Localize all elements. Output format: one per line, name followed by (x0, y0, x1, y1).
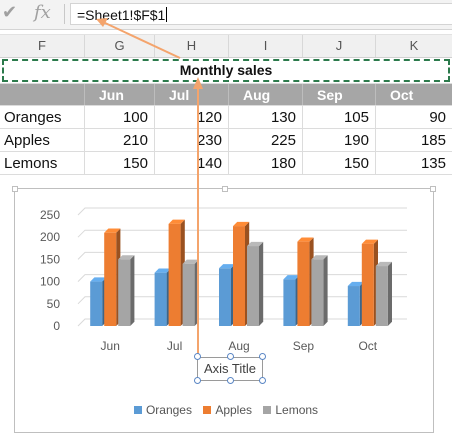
month-header-cell[interactable]: Jul (155, 84, 229, 105)
legend-swatch (203, 406, 212, 414)
value-cell[interactable]: 130 (229, 106, 303, 128)
legend-swatch (263, 406, 272, 414)
y-tick-label: 150 (40, 252, 60, 266)
column-header-k[interactable]: K (409, 38, 419, 53)
y-tick-label: 100 (40, 275, 60, 289)
legend-swatch (133, 406, 142, 414)
row-label-cell[interactable]: Lemons (0, 152, 85, 174)
row-label-cell[interactable]: Oranges (0, 106, 85, 128)
sheet-row-months: Jun Jul Aug Sep Oct (0, 84, 452, 106)
month-header-cell[interactable]: Oct (390, 87, 414, 103)
month-header-cell[interactable]: Jun (85, 84, 155, 105)
value-cell[interactable]: 210 (85, 129, 155, 151)
month-header-blank[interactable] (0, 84, 85, 105)
axis-title-handle[interactable] (227, 353, 234, 360)
y-tick-label: 250 (40, 208, 60, 222)
bar-oranges-sep[interactable] (283, 275, 300, 326)
value-cell[interactable]: 150 (303, 152, 376, 174)
value-cell[interactable]: 90 (429, 109, 446, 126)
bar-oranges-jun[interactable] (90, 277, 107, 326)
bar-lemons-jul[interactable] (182, 259, 199, 326)
value-cell[interactable]: 225 (229, 129, 303, 151)
x-tick-label: Jul (167, 339, 182, 353)
month-header-cell[interactable]: Aug (229, 84, 303, 105)
insert-function-icon[interactable]: fx (34, 2, 51, 23)
column-header-h[interactable]: H (155, 35, 229, 57)
bar-oranges-jul[interactable] (154, 268, 171, 326)
value-cell[interactable]: 185 (420, 132, 446, 149)
bar-oranges-oct[interactable] (347, 281, 364, 326)
y-tick-label: 50 (47, 297, 61, 311)
gridline (77, 229, 407, 238)
value-cell[interactable]: 135 (420, 155, 446, 172)
bar-lemons-oct[interactable] (375, 261, 392, 326)
value-cell[interactable]: 120 (155, 106, 229, 128)
value-cell[interactable]: 100 (85, 106, 155, 128)
bar-lemons-aug[interactable] (247, 241, 264, 326)
column-header-f[interactable]: F (0, 35, 85, 57)
row-label-cell[interactable]: Apples (0, 129, 85, 151)
bar-lemons-jun[interactable] (118, 255, 135, 326)
value-cell[interactable]: 150 (85, 152, 155, 174)
x-tick-label: Aug (228, 339, 249, 353)
axis-title-handle[interactable] (227, 377, 234, 384)
value-cell[interactable]: 105 (303, 106, 376, 128)
formula-bar-divider (64, 4, 65, 24)
axis-title-text: Axis Title (203, 361, 256, 376)
text-cursor (166, 7, 168, 22)
axis-title-handle[interactable] (259, 353, 266, 360)
table-row: Oranges 100 120 130 105 90 (0, 106, 452, 129)
value-cell[interactable]: 140 (155, 152, 229, 174)
annotation-arrows (96, 18, 203, 354)
legend-item: Oranges (133, 403, 192, 417)
formula-input[interactable]: =Sheet1!$F$1 (70, 3, 452, 25)
legend-item: Apples (203, 403, 252, 417)
arrow-head (96, 18, 108, 27)
bar-apples-aug[interactable] (233, 221, 250, 326)
y-tick-label: 0 (53, 319, 60, 333)
chart-legend[interactable]: Oranges Apples Lemons (0, 403, 452, 417)
bar-oranges-aug[interactable] (219, 264, 236, 326)
axis-title-handle[interactable] (259, 377, 266, 384)
formula-bar: ✔ fx =Sheet1!$F$1 (0, 0, 452, 30)
title-cell[interactable]: Monthly sales (2, 59, 450, 82)
arrow-line (102, 21, 181, 59)
legend-label: Apples (215, 403, 253, 417)
y-tick-label: 200 (40, 230, 60, 244)
x-tick-label: Sep (293, 339, 315, 353)
resize-handle[interactable] (222, 186, 228, 192)
column-header-j[interactable]: J (303, 35, 376, 57)
x-tick-label: Jun (101, 339, 120, 353)
legend-label: Lemons (275, 403, 319, 417)
bar-apples-sep[interactable] (297, 237, 314, 326)
table-row: Lemons 150 140 180 150 135 (0, 152, 452, 175)
arrow-head (193, 77, 203, 89)
bar-lemons-sep[interactable] (311, 255, 328, 326)
bar-apples-oct[interactable] (361, 239, 378, 326)
legend-label: Oranges (145, 403, 192, 417)
resize-handle[interactable] (430, 186, 436, 192)
axis-title-handle[interactable] (194, 353, 201, 360)
month-header-cell[interactable]: Sep (303, 84, 376, 105)
enter-check-icon[interactable]: ✔ (2, 2, 18, 22)
value-cell[interactable]: 190 (303, 129, 376, 151)
value-cell[interactable]: 230 (155, 129, 229, 151)
value-cell[interactable]: 180 (229, 152, 303, 174)
table-row: Apples 210 230 225 190 185 (0, 129, 452, 152)
axis-title-handle[interactable] (194, 377, 201, 384)
bar-apples-jul[interactable] (168, 219, 185, 326)
bar-apples-jun[interactable] (104, 228, 121, 326)
legend-item: Lemons (263, 403, 318, 417)
column-header-i[interactable]: I (229, 35, 303, 57)
sheet-row-title (0, 57, 452, 84)
column-headers: F G H I J K (0, 34, 452, 58)
gridline (77, 207, 407, 216)
resize-handle[interactable] (12, 186, 18, 192)
x-tick-label: Oct (358, 339, 377, 353)
